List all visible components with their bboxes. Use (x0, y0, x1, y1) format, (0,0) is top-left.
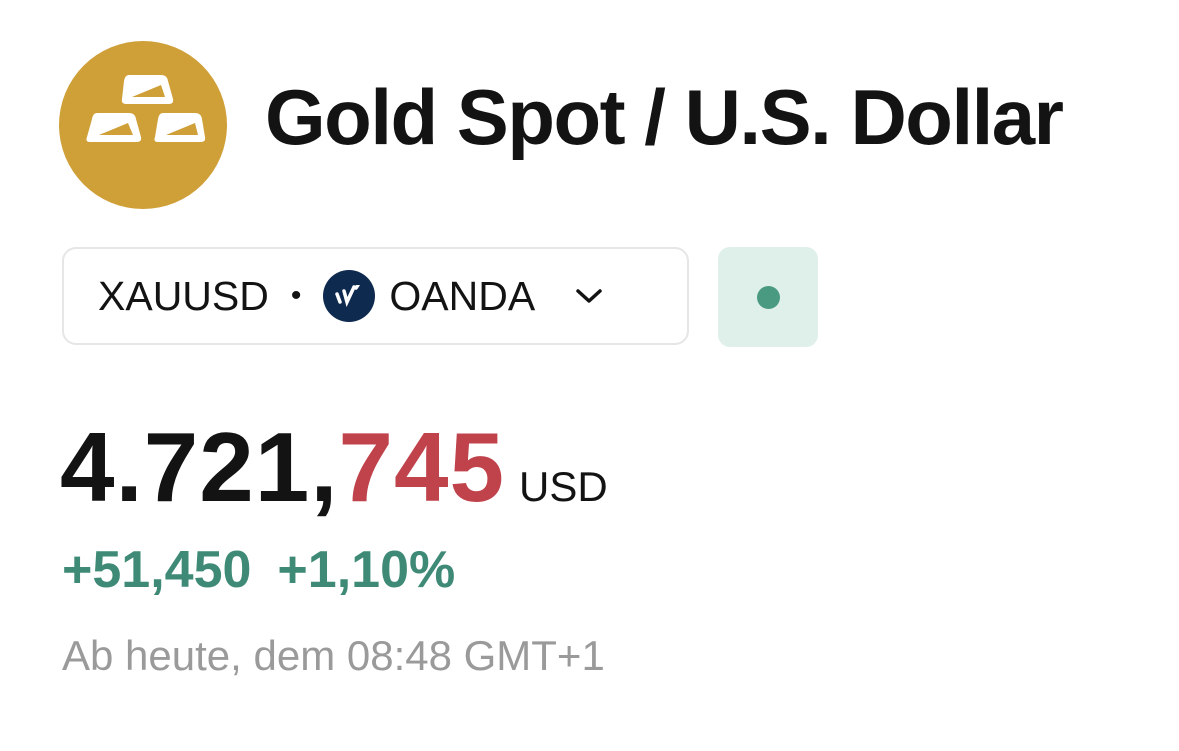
symbol-exchange-selector[interactable]: XAUUSD • OANDA (62, 247, 689, 345)
change-absolute: +51,450 (62, 541, 252, 599)
price: 4.721,745 USD (60, 412, 608, 552)
gold-bars-icon (59, 41, 227, 209)
market-status-dot-icon (756, 285, 780, 309)
broker-label: OANDA (389, 272, 536, 319)
currency-label: USD (518, 463, 608, 510)
change-percent: +1,10% (277, 541, 456, 599)
price-change: +51,450 +1,10% (62, 538, 455, 602)
price-tail: 745 (338, 412, 505, 522)
price-main: 4.721, (60, 412, 339, 522)
separator: • (290, 279, 302, 312)
oanda-logo-icon (323, 270, 376, 322)
market-status-button[interactable] (718, 247, 818, 347)
page-title: Gold Spot / U.S. Dollar (265, 73, 1064, 161)
timestamp: Ab heute, dem 08:48 GMT+1 (62, 632, 605, 679)
chevron-down-icon (576, 289, 602, 303)
symbol-label: XAUUSD (98, 272, 269, 319)
